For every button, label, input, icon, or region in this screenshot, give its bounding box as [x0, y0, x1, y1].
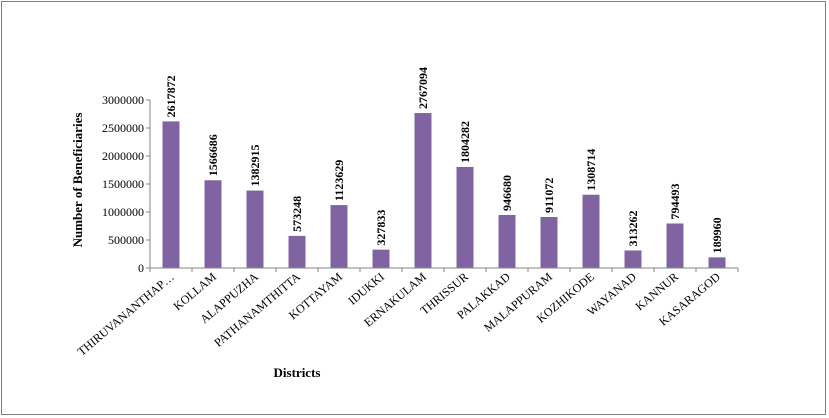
data-label: 1566686 [206, 134, 220, 176]
bar [498, 214, 516, 268]
y-tick-label: 2000000 [102, 149, 144, 163]
bar [330, 205, 348, 268]
y-tick-label: 1000000 [102, 205, 144, 219]
y-axis: 0 500000 1000000 1500000 2000000 2500000 30000… [102, 93, 151, 275]
y-tick-label: 0 [138, 261, 144, 275]
bar [582, 194, 600, 268]
y-tick-label: 500000 [108, 233, 144, 247]
bar [414, 113, 432, 269]
data-labels: 2617872 1566686 1382915 573248 1123629 327833… [164, 67, 724, 253]
bar [162, 121, 180, 268]
y-axis-title: Number of Beneficiaries [70, 113, 85, 248]
data-label: 313262 [626, 210, 640, 246]
x-axis-title: Districts [274, 365, 321, 380]
x-tick-label: THIRUVANANTHAP… [75, 270, 177, 359]
bar [372, 249, 390, 268]
bar [666, 223, 684, 268]
y-tick-label: 1500000 [102, 177, 144, 191]
bar [246, 190, 264, 268]
data-label: 794493 [668, 184, 682, 220]
data-label: 946680 [500, 175, 514, 211]
bar [456, 166, 474, 268]
y-tick-label: 2500000 [102, 121, 144, 135]
bar [624, 250, 642, 268]
y-axis-title-group: Number of Beneficiaries [70, 113, 85, 248]
data-label: 573248 [290, 196, 304, 232]
x-axis: THIRUVANANTHAP…KOLLAMALAPPUZHAPATHANAMTH… [75, 267, 739, 359]
data-label: 1382915 [248, 145, 262, 187]
data-label: 1308714 [584, 149, 598, 191]
data-label: 2617872 [164, 75, 178, 117]
data-label: 1123629 [332, 160, 346, 201]
data-label: 327833 [374, 210, 388, 246]
data-label: 1804282 [458, 121, 472, 163]
bar [288, 235, 306, 268]
bar [540, 216, 558, 268]
data-label: 2767094 [416, 67, 430, 109]
bar [708, 257, 726, 268]
bars [162, 113, 726, 269]
data-label: 911072 [542, 178, 556, 213]
data-label: 189960 [710, 217, 724, 253]
bar [204, 180, 222, 268]
y-tick-label: 3000000 [102, 93, 144, 107]
